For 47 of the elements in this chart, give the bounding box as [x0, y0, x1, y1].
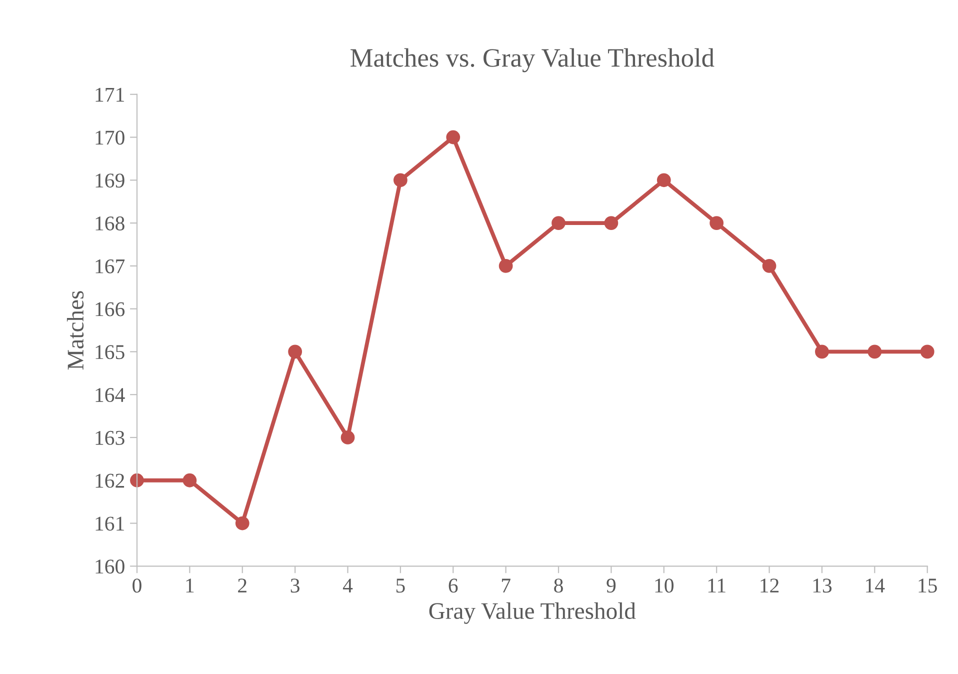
point	[552, 216, 566, 230]
point	[815, 344, 829, 359]
y-tick-label: 166	[96, 302, 125, 316]
x-tick-label: 5	[396, 578, 405, 593]
x-tick-label: 7	[502, 578, 510, 592]
y-tick-label: 163	[96, 430, 124, 445]
point	[130, 473, 144, 488]
point	[446, 130, 460, 144]
point	[762, 258, 776, 273]
chart-title: Matches vs. Gray Value Threshold	[350, 48, 714, 72]
x-tick-label: 15	[918, 578, 937, 593]
y-tick-label: 164	[96, 388, 125, 402]
y-axis-title: Matches	[66, 291, 84, 370]
point	[340, 430, 355, 444]
x-tick-label: 1	[186, 578, 194, 592]
x-tick-label: 6	[448, 578, 458, 593]
y-tick-label: 170	[96, 130, 124, 145]
y-tick-label: 168	[96, 216, 124, 230]
x-axis-title: Gray Value Threshold	[429, 602, 636, 624]
x-tick-label: 10	[655, 578, 674, 593]
x-tick-label: 0	[132, 578, 142, 593]
y-tick-label: 171	[96, 88, 124, 102]
x-tick-label: 3	[290, 578, 300, 593]
point	[182, 473, 197, 488]
point	[394, 173, 408, 188]
point	[920, 344, 934, 359]
point	[288, 344, 302, 359]
point	[656, 173, 671, 188]
y-tick-label: 162	[96, 474, 124, 488]
y-tick-label: 160	[96, 560, 124, 574]
point	[498, 258, 513, 273]
x-tick-label: 9	[606, 578, 616, 593]
x-tick-label: 4	[342, 578, 353, 592]
point	[604, 216, 618, 230]
point	[710, 216, 724, 230]
point	[868, 344, 882, 359]
y-tick-label: 165	[96, 345, 124, 360]
y-tick-label: 161	[96, 516, 124, 531]
x-tick-label: 14	[866, 578, 885, 592]
x-tick-label: 2	[238, 578, 246, 592]
x-tick-label: 12	[760, 578, 779, 592]
x-tick-label: 11	[708, 578, 726, 592]
x-tick-label: 13	[813, 578, 832, 593]
point	[235, 516, 250, 530]
y-tick-label: 169	[96, 174, 124, 188]
x-tick-label: 8	[554, 578, 563, 593]
y-tick-label: 167	[96, 259, 125, 274]
